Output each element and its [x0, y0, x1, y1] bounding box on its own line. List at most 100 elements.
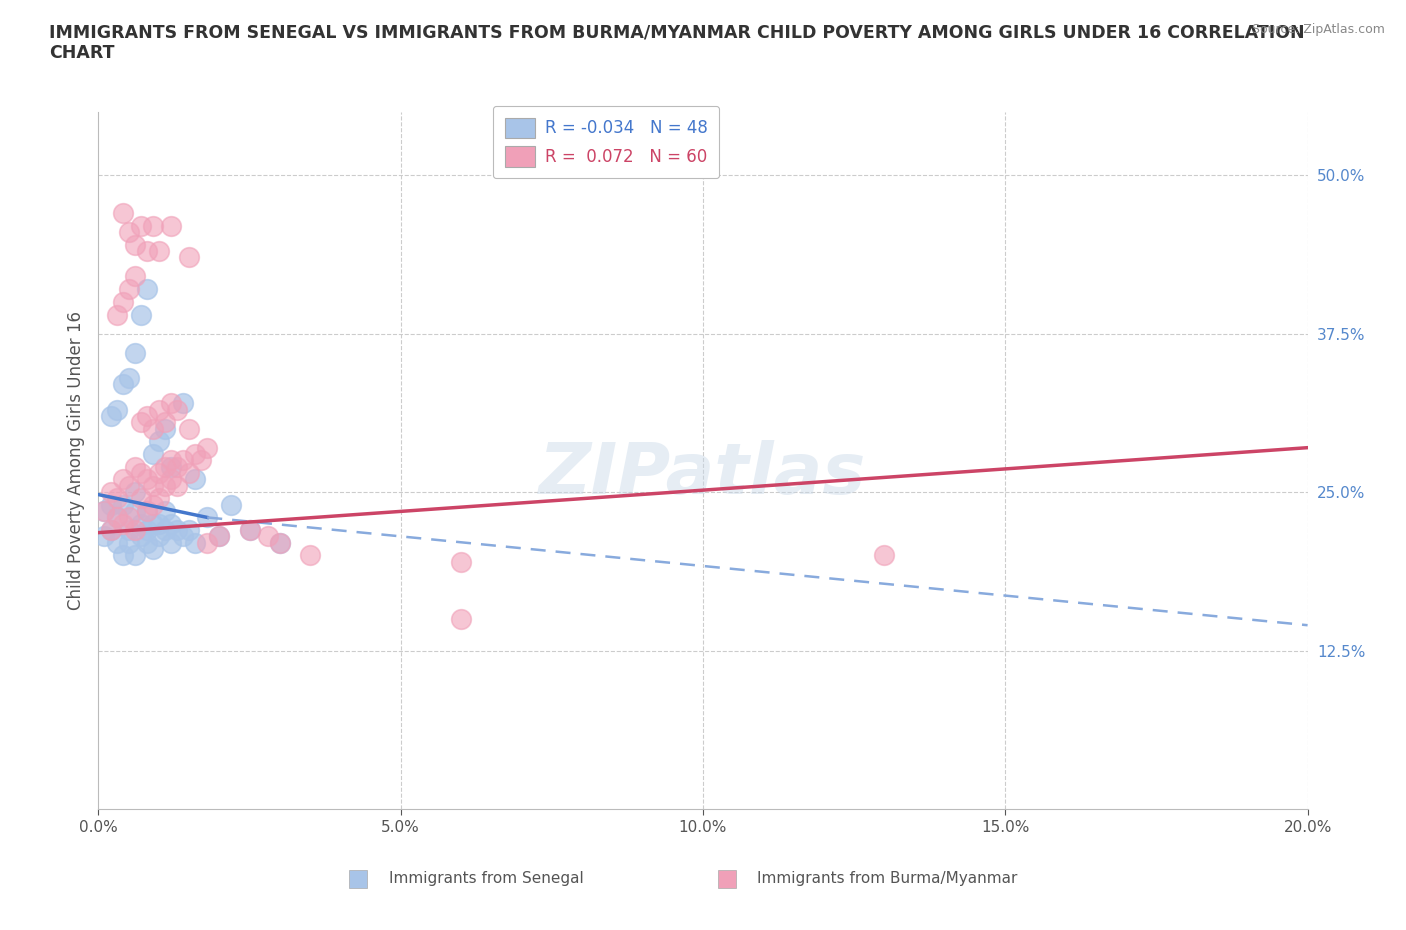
Point: [105, 307, 128, 322]
Point: [142, 541, 165, 556]
Point: [100, 485, 122, 499]
Point: [208, 529, 231, 544]
Point: [105, 491, 128, 506]
Text: IMMIGRANTS FROM SENEGAL VS IMMIGRANTS FROM BURMA/MYANMAR CHILD POVERTY AMONG GIR: IMMIGRANTS FROM SENEGAL VS IMMIGRANTS FR…: [49, 23, 1305, 62]
Point: [118, 536, 141, 551]
Point: [239, 523, 262, 538]
Point: [124, 345, 146, 360]
Point: [118, 225, 141, 240]
Point: [93, 504, 115, 519]
Point: [129, 307, 152, 322]
Point: [195, 536, 218, 551]
Point: [172, 396, 194, 411]
Point: [195, 440, 218, 455]
Text: Immigrants from Senegal: Immigrants from Senegal: [388, 871, 583, 886]
Point: [172, 453, 194, 468]
Point: [135, 536, 157, 551]
Text: ZIPatlas: ZIPatlas: [540, 440, 866, 509]
Point: [153, 421, 176, 436]
Y-axis label: Child Poverty Among Girls Under 16: Child Poverty Among Girls Under 16: [66, 311, 84, 610]
Point: [111, 516, 134, 531]
Point: [190, 453, 212, 468]
Point: [184, 472, 207, 486]
Point: [124, 548, 146, 563]
Point: [166, 459, 188, 474]
Point: [142, 421, 165, 436]
Point: [129, 219, 152, 233]
Point: [142, 446, 165, 461]
Point: [105, 510, 128, 525]
Point: [450, 554, 472, 569]
Point: [124, 485, 146, 499]
Point: [450, 611, 472, 626]
Point: [124, 237, 146, 252]
Point: [153, 504, 176, 519]
Legend: R = -0.034   N = 48, R =  0.072   N = 60: R = -0.034 N = 48, R = 0.072 N = 60: [494, 106, 720, 179]
Point: [166, 523, 188, 538]
Point: [100, 523, 122, 538]
Point: [172, 529, 194, 544]
Point: [105, 510, 128, 525]
Point: [153, 415, 176, 430]
Point: [179, 250, 201, 265]
Point: [129, 415, 152, 430]
Point: [148, 529, 170, 544]
Point: [124, 523, 146, 538]
Point: [160, 219, 183, 233]
Point: [100, 523, 122, 538]
Point: [148, 244, 170, 259]
Point: [269, 536, 291, 551]
Point: [148, 434, 170, 449]
Point: [256, 529, 278, 544]
Point: [142, 219, 165, 233]
Point: [179, 523, 201, 538]
Point: [93, 504, 115, 519]
Point: [148, 402, 170, 417]
Point: [135, 408, 157, 423]
Point: [111, 548, 134, 563]
Point: [160, 536, 183, 551]
Point: [142, 478, 165, 493]
Point: [129, 529, 152, 544]
Point: [100, 498, 122, 512]
Point: [118, 370, 141, 385]
Point: [221, 498, 243, 512]
Point: [129, 516, 152, 531]
Point: [184, 536, 207, 551]
Point: [195, 510, 218, 525]
Point: [160, 472, 183, 486]
Point: [873, 548, 896, 563]
Point: [135, 244, 157, 259]
Point: [111, 377, 134, 392]
Text: Source: ZipAtlas.com: Source: ZipAtlas.com: [1251, 23, 1385, 36]
Point: [153, 478, 176, 493]
Point: [118, 510, 141, 525]
Point: [118, 282, 141, 297]
Point: [148, 466, 170, 481]
Point: [148, 491, 170, 506]
Point: [160, 453, 183, 468]
Point: [135, 282, 157, 297]
Point: [239, 523, 262, 538]
Point: [184, 446, 207, 461]
Point: [135, 523, 157, 538]
Point: [269, 536, 291, 551]
Point: [142, 516, 165, 531]
Point: [299, 548, 322, 563]
Point: [153, 459, 176, 474]
Point: [208, 529, 231, 544]
Point: [148, 516, 170, 531]
Point: [111, 498, 134, 512]
Point: [105, 536, 128, 551]
Point: [135, 472, 157, 486]
Point: [179, 421, 201, 436]
Point: [166, 402, 188, 417]
Point: [100, 408, 122, 423]
Point: [153, 523, 176, 538]
Point: [118, 478, 141, 493]
Point: [166, 478, 188, 493]
Point: [179, 466, 201, 481]
Point: [124, 269, 146, 284]
Point: [111, 295, 134, 310]
Point: [129, 466, 152, 481]
